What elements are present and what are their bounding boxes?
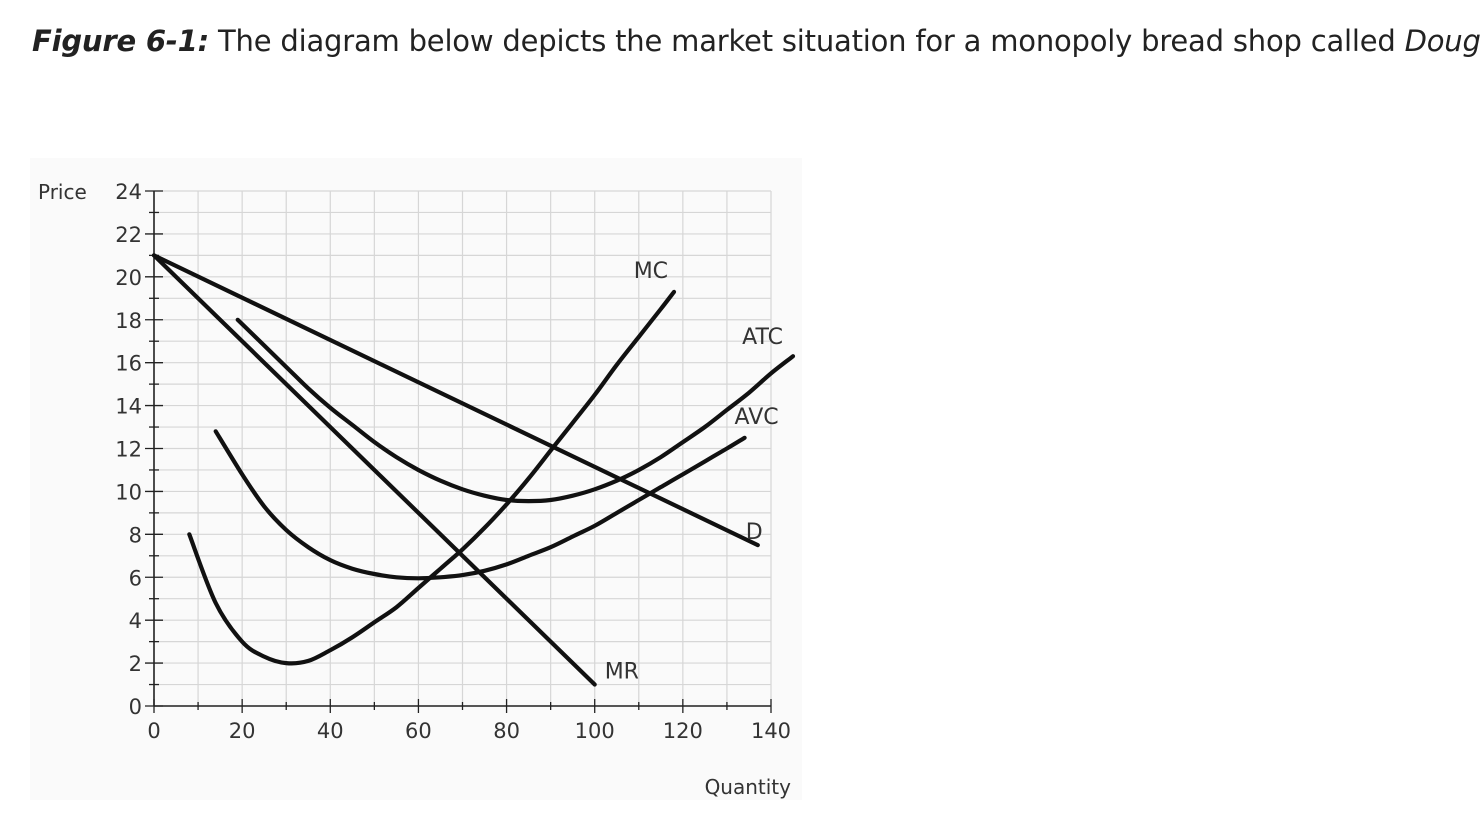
y-tick-label: 8 xyxy=(129,523,142,547)
series-label-atc: ATC xyxy=(742,325,783,350)
x-tick-label: 100 xyxy=(575,719,615,743)
x-tick-label: 20 xyxy=(229,719,256,743)
shop-name: Dough! xyxy=(1404,24,1480,58)
figure-label: Figure 6-1: xyxy=(32,24,210,58)
x-tick-label: 140 xyxy=(751,719,791,743)
series-label-d: D xyxy=(746,520,763,545)
x-tick-label: 120 xyxy=(663,719,703,743)
series-d-curve xyxy=(151,253,760,548)
y-tick-label: 6 xyxy=(129,566,142,590)
figure-caption: Figure 6-1: The diagram below depicts th… xyxy=(32,24,1480,58)
y-tick-label: 4 xyxy=(129,609,142,633)
series-label-mr: MR xyxy=(605,660,639,685)
grid xyxy=(153,190,772,707)
y-axis-label: Price xyxy=(38,180,87,204)
x-tick-label: 40 xyxy=(317,719,344,743)
y-tick-label: 14 xyxy=(115,395,142,419)
x-tick-label: 0 xyxy=(147,719,160,743)
x-tick-label: 80 xyxy=(493,719,520,743)
series-atc-curve xyxy=(235,317,796,504)
chart-container: 0 2 4 6 8 10 12 14 16 18 20 22 24 0 20 40 60 80 100 120 140 P… xyxy=(30,158,802,800)
y-tick-label: 12 xyxy=(115,438,142,462)
x-tick-label: 60 xyxy=(405,719,432,743)
y-tick-label: 2 xyxy=(129,652,142,676)
caption-text: The diagram below depicts the market sit… xyxy=(209,24,1405,58)
series-label-avc: AVC xyxy=(735,405,779,430)
y-tick-label: 22 xyxy=(115,223,142,247)
y-tick-label: 20 xyxy=(115,266,142,290)
series-mc-curve xyxy=(187,289,677,666)
series-label-mc: MC xyxy=(634,259,668,284)
y-tick-label: 0 xyxy=(129,695,142,719)
series-mr-curve xyxy=(151,253,597,687)
x-axis-label: Quantity xyxy=(705,775,792,799)
y-tick-label: 18 xyxy=(115,309,142,333)
y-tick-label: 16 xyxy=(115,352,142,376)
y-tick-label: 10 xyxy=(115,480,142,504)
y-tick-label: 24 xyxy=(115,180,142,204)
series-avc-curve xyxy=(213,429,747,581)
